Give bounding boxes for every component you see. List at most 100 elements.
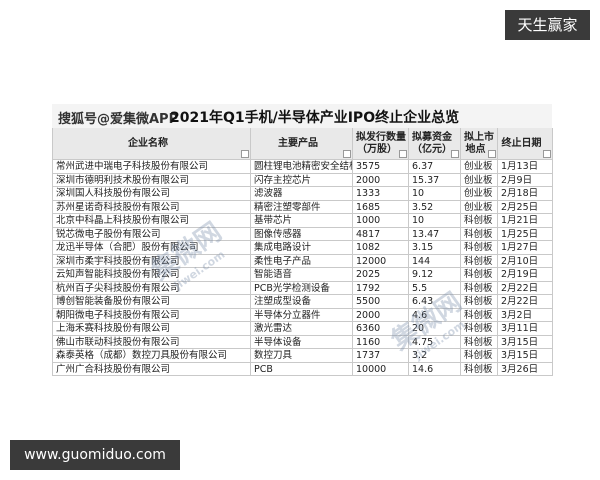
table-cell: 6360 bbox=[353, 322, 409, 336]
table-cell: 龙迅半导体（合肥）股份有限公司 bbox=[53, 241, 251, 255]
table-cell: 深圳国人科技股份有限公司 bbox=[53, 187, 251, 201]
table-cell: 13.47 bbox=[409, 227, 461, 241]
table-cell: 深圳市柔宇科技股份有限公司 bbox=[53, 254, 251, 268]
table-cell: 杭州百子尖科技股份有限公司 bbox=[53, 281, 251, 295]
header-text: 终止日期 bbox=[501, 137, 542, 149]
table-cell: 滤波器 bbox=[251, 187, 353, 201]
table-cell: 2月10日 bbox=[498, 254, 553, 268]
table-cell: 1月27日 bbox=[498, 241, 553, 255]
column-header: 主要产品 bbox=[251, 128, 353, 160]
table-cell: 注塑成型设备 bbox=[251, 295, 353, 309]
table-cell: 5500 bbox=[353, 295, 409, 309]
filter-button bbox=[399, 150, 407, 158]
table-title: 2021年Q1手机/半导体产业IPO终止企业总览 bbox=[170, 110, 460, 126]
table-cell: 闪存主控芯片 bbox=[251, 173, 353, 187]
table-cell: 科创板 bbox=[461, 335, 498, 349]
filter-button bbox=[543, 150, 551, 158]
title-bar: 搜狐号@爱集微APP 2021年Q1手机/半导体产业IPO终止企业总览 bbox=[52, 104, 552, 129]
table-cell: 4.6 bbox=[409, 308, 461, 322]
header-text: 企业名称 bbox=[128, 137, 168, 149]
table-cell: 半导体分立器件 bbox=[251, 308, 353, 322]
table-cell: 科创板 bbox=[461, 241, 498, 255]
table-cell: 3月15日 bbox=[498, 349, 553, 363]
table-cell: 20 bbox=[409, 322, 461, 336]
table-cell: 森泰英格（成都）数控刀具股份有限公司 bbox=[53, 349, 251, 363]
table-cell: 1月25日 bbox=[498, 227, 553, 241]
table-cell: 3月11日 bbox=[498, 322, 553, 336]
table-cell: 创业板 bbox=[461, 173, 498, 187]
table-cell: 基带芯片 bbox=[251, 214, 353, 228]
table-cell: 2000 bbox=[353, 308, 409, 322]
table-cell: 15.37 bbox=[409, 173, 461, 187]
table-cell: 4.75 bbox=[409, 335, 461, 349]
table-cell: 上海禾赛科技股份有限公司 bbox=[53, 322, 251, 336]
table-cell: 佛山市联动科技股份有限公司 bbox=[53, 335, 251, 349]
table-cell: 智能语音 bbox=[251, 268, 353, 282]
table-cell: 4817 bbox=[353, 227, 409, 241]
header-text: 拟上市 bbox=[464, 131, 494, 143]
table-cell: 科创板 bbox=[461, 227, 498, 241]
table-cell: 2025 bbox=[353, 268, 409, 282]
table-cell: 苏州星诺奇科技股份有限公司 bbox=[53, 200, 251, 214]
table-cell: 10 bbox=[409, 214, 461, 228]
table-cell: 圆柱锂电池精密安全结构件 bbox=[251, 160, 353, 174]
table-cell: 2月25日 bbox=[498, 200, 553, 214]
table-cell: 5.5 bbox=[409, 281, 461, 295]
header-text: 地点 bbox=[465, 143, 486, 155]
table-cell: 精密注塑零部件 bbox=[251, 200, 353, 214]
table-cell: 1160 bbox=[353, 335, 409, 349]
table-cell: 1333 bbox=[353, 187, 409, 201]
table-cell: 12000 bbox=[353, 254, 409, 268]
table-cell: 2月18日 bbox=[498, 187, 553, 201]
header-text: （亿元） bbox=[412, 143, 452, 155]
filter-button bbox=[451, 150, 459, 158]
table-cell: 3月15日 bbox=[498, 335, 553, 349]
table-cell: 创业板 bbox=[461, 160, 498, 174]
table-cell: 10000 bbox=[353, 362, 409, 376]
badge: 天生赢家 bbox=[505, 10, 590, 40]
table-cell: 锐芯微电子股份有限公司 bbox=[53, 227, 251, 241]
table-cell: 深圳市德明利技术股份有限公司 bbox=[53, 173, 251, 187]
header-text: 主要产品 bbox=[278, 137, 318, 149]
table-cell: 1737 bbox=[353, 349, 409, 363]
table-cell: 2月22日 bbox=[498, 295, 553, 309]
source-mark: 搜狐号@爱集微APP bbox=[58, 112, 179, 127]
table-cell: PCB bbox=[251, 362, 353, 376]
table-cell: 柔性电子产品 bbox=[251, 254, 353, 268]
table-cell: 3.2 bbox=[409, 349, 461, 363]
table-cell: 6.37 bbox=[409, 160, 461, 174]
column-header: 终止日期 bbox=[498, 128, 553, 160]
table-cell: 数控刀具 bbox=[251, 349, 353, 363]
column-header: 拟发行数量 （万股） bbox=[353, 128, 409, 160]
column-header: 拟募资金 （亿元） bbox=[409, 128, 461, 160]
table-cell: 9.12 bbox=[409, 268, 461, 282]
table-cell: 图像传感器 bbox=[251, 227, 353, 241]
table-cell: 科创板 bbox=[461, 362, 498, 376]
table-cell: 14.6 bbox=[409, 362, 461, 376]
table-cell: 科创板 bbox=[461, 308, 498, 322]
table-cell: 科创板 bbox=[461, 295, 498, 309]
column-header: 拟上市 地点 bbox=[461, 128, 498, 160]
table: 企业名称 主要产品 拟发行数量 （万股） 拟募资金 （亿元） 拟上市 地点 终止日期 常州武进中瑞… bbox=[52, 128, 553, 376]
table-cell: 1082 bbox=[353, 241, 409, 255]
table-cell: 激光雷达 bbox=[251, 322, 353, 336]
table-cell: 1792 bbox=[353, 281, 409, 295]
site-label: www.guomiduo.com bbox=[10, 440, 180, 470]
table-cell: 科创板 bbox=[461, 254, 498, 268]
header-text: （万股） bbox=[357, 143, 397, 155]
table-cell: 博创智能装备股份有限公司 bbox=[53, 295, 251, 309]
table-cell: 1685 bbox=[353, 200, 409, 214]
table-cell: 6.43 bbox=[409, 295, 461, 309]
table-cell: 2000 bbox=[353, 173, 409, 187]
table-cell: 2月19日 bbox=[498, 268, 553, 282]
filter-button bbox=[488, 150, 496, 158]
table-cell: 常州武进中瑞电子科技股份有限公司 bbox=[53, 160, 251, 174]
table-cell: 半导体设备 bbox=[251, 335, 353, 349]
table-cell: 朝阳微电子科技股份有限公司 bbox=[53, 308, 251, 322]
table-cell: 3.52 bbox=[409, 200, 461, 214]
table-cell: 3.15 bbox=[409, 241, 461, 255]
column-header: 企业名称 bbox=[53, 128, 251, 160]
table-cell: 科创板 bbox=[461, 349, 498, 363]
table-cell: 北京中科晶上科技股份有限公司 bbox=[53, 214, 251, 228]
